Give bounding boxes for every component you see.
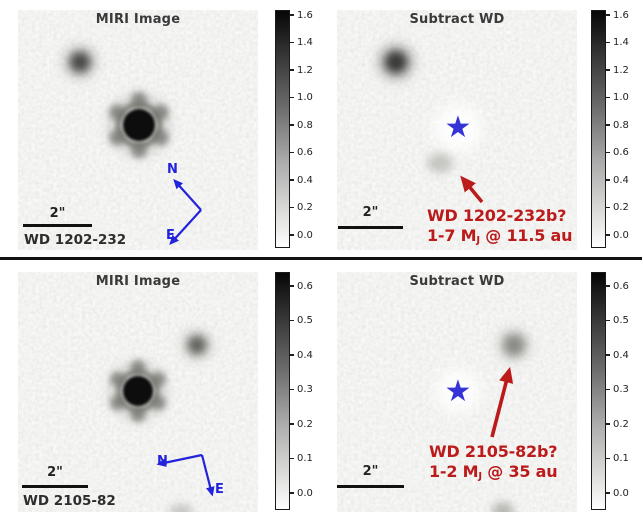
scalebar-label: 2" — [362, 205, 379, 220]
candidate-annotation: WD 2105-82b? 1-2 MJ @ 35 au — [429, 442, 558, 486]
target-name-label: WD 2105-82 — [23, 493, 116, 509]
colorbar-tick: 1.0 — [290, 92, 313, 103]
white-dwarf-psf — [110, 360, 166, 422]
compass-north-arrow — [173, 179, 202, 211]
colorbar-tick-labels: 1.6 1.4 1.2 1.0 0.8 0.6 0.4 0.2 0.0 — [290, 10, 313, 241]
edge-smudge — [492, 502, 514, 512]
colorbar-tick: 0.0 — [606, 488, 629, 499]
colorbar-tick: 0.4 — [606, 350, 629, 361]
colorbar-tick: 1.6 — [290, 10, 313, 21]
colorbar-tick: 0.0 — [606, 230, 629, 241]
colorbar-tick-labels: 1.6 1.4 1.2 1.0 0.8 0.6 0.4 0.2 0.0 — [606, 10, 629, 241]
miri-image-wd1202 — [18, 10, 258, 250]
colorbar-tick: 0.4 — [606, 175, 629, 186]
colorbar-tick: 0.5 — [290, 315, 313, 326]
panel-miri-wd2105: MIRI Image N E 2" WD 2105-82 — [18, 272, 258, 512]
colorbar-tick: 0.4 — [290, 175, 313, 186]
candidate-planet-blob — [504, 335, 524, 355]
panel-subtract-wd2105: Subtract WD ★ WD 2105-82b? 1-2 MJ @ 35 a… — [337, 272, 577, 512]
scalebar-line — [338, 226, 403, 229]
compass-east-arrow — [200, 454, 215, 497]
compass-east-label: E — [215, 482, 224, 497]
row-divider — [0, 257, 642, 260]
edge-smudge — [169, 504, 193, 512]
candidate-planet-blob — [427, 153, 453, 173]
colorbar-tick: 0.5 — [606, 315, 629, 326]
subtraction-residual-white — [436, 369, 480, 413]
subtract-image-wd2105 — [337, 272, 577, 512]
compass — [156, 453, 215, 497]
colorbar-tick: 0.1 — [290, 453, 313, 464]
white-dwarf-psf — [109, 92, 169, 158]
colorbar-gradient — [591, 272, 606, 510]
psf-core — [123, 109, 155, 141]
colorbar-tick: 0.2 — [606, 202, 629, 213]
colorbar-tick: 1.4 — [606, 37, 629, 48]
compass-north-label: N — [167, 162, 178, 177]
scalebar-label: 2" — [362, 464, 379, 479]
panel-title: MIRI Image — [95, 274, 181, 289]
colorbar-tick: 1.2 — [606, 65, 629, 76]
subtraction-residual-white — [434, 104, 482, 152]
candidate-annotation-line2: 1-7 MJ @ 11.5 au — [427, 225, 573, 246]
colorbar-gradient — [275, 272, 290, 510]
panel-miri-wd1202: MIRI Image N E 2" WD 1202-232 — [18, 10, 258, 250]
colorbar-tick: 0.0 — [290, 230, 313, 241]
colorbar-tick: 0.6 — [290, 281, 313, 292]
colorbar-tick: 0.2 — [290, 202, 313, 213]
star-marker-icon: ★ — [444, 110, 472, 145]
psf-ring — [116, 369, 160, 413]
colorbar-tick: 1.6 — [606, 10, 629, 21]
colorbar-tick: 1.2 — [290, 65, 313, 76]
candidate-annotation-line2: 1-2 MJ @ 35 au — [429, 461, 558, 482]
colorbar-tick: 0.1 — [606, 453, 629, 464]
colorbar-tick-labels: 0.6 0.5 0.4 0.3 0.2 0.1 0.0 — [606, 281, 629, 499]
scalebar-line — [337, 485, 404, 488]
colorbar-tick: 0.8 — [606, 120, 629, 131]
colorbar-tick: 0.6 — [606, 147, 629, 158]
scalebar-line — [23, 224, 92, 227]
candidate-pointer-arrow — [460, 175, 484, 204]
background-source — [70, 52, 90, 72]
miri-image-wd2105 — [18, 272, 258, 512]
scalebar-label: 2" — [49, 206, 66, 221]
colorbar-gradient — [275, 10, 290, 248]
colorbar-tick: 1.0 — [606, 92, 629, 103]
colorbar-tick: 0.0 — [290, 488, 313, 499]
compass-east-label: E — [166, 228, 175, 243]
colorbar-tick: 0.3 — [290, 384, 313, 395]
colorbar-gradient — [591, 10, 606, 248]
panel-title: Subtract WD — [409, 12, 505, 27]
compass — [169, 179, 202, 245]
panel-title: Subtract WD — [409, 274, 505, 289]
candidate-annotation: WD 1202-232b? 1-7 MJ @ 11.5 au — [427, 206, 572, 250]
scalebar-line — [22, 485, 88, 488]
subtract-image-wd1202 — [337, 10, 577, 250]
panel-subtract-wd1202: Subtract WD ★ WD 1202-232b? 1-7 MJ @ 11.… — [337, 10, 577, 250]
compass-north-arrow — [156, 453, 203, 467]
colorbar-tick: 0.8 — [290, 120, 313, 131]
target-name-label: WD 1202-232 — [24, 232, 127, 248]
colorbar-tick-labels: 0.6 0.5 0.4 0.3 0.2 0.1 0.0 — [290, 281, 313, 499]
psf-ring — [115, 101, 163, 149]
scalebar-label: 2" — [47, 465, 63, 480]
psf-core — [123, 376, 153, 406]
candidate-annotation-line1: WD 2105-82b? — [429, 442, 558, 461]
colorbar-tick: 1.4 — [290, 37, 313, 48]
compass-north-label: N — [157, 454, 168, 469]
background-source — [385, 51, 407, 73]
colorbar-tick: 0.6 — [290, 147, 313, 158]
panel-title: MIRI Image — [95, 12, 181, 27]
compass-east-arrow — [169, 209, 202, 245]
candidate-pointer-arrow — [490, 366, 514, 438]
star-marker-icon: ★ — [444, 374, 472, 409]
colorbar-tick: 0.3 — [606, 384, 629, 395]
candidate-annotation-line1: WD 1202-232b? — [427, 206, 567, 225]
colorbar-tick: 0.6 — [606, 281, 629, 292]
colorbar-tick: 0.2 — [606, 419, 629, 430]
colorbar-tick: 0.4 — [290, 350, 313, 361]
colorbar-tick: 0.2 — [290, 419, 313, 430]
faint-source — [188, 336, 206, 354]
